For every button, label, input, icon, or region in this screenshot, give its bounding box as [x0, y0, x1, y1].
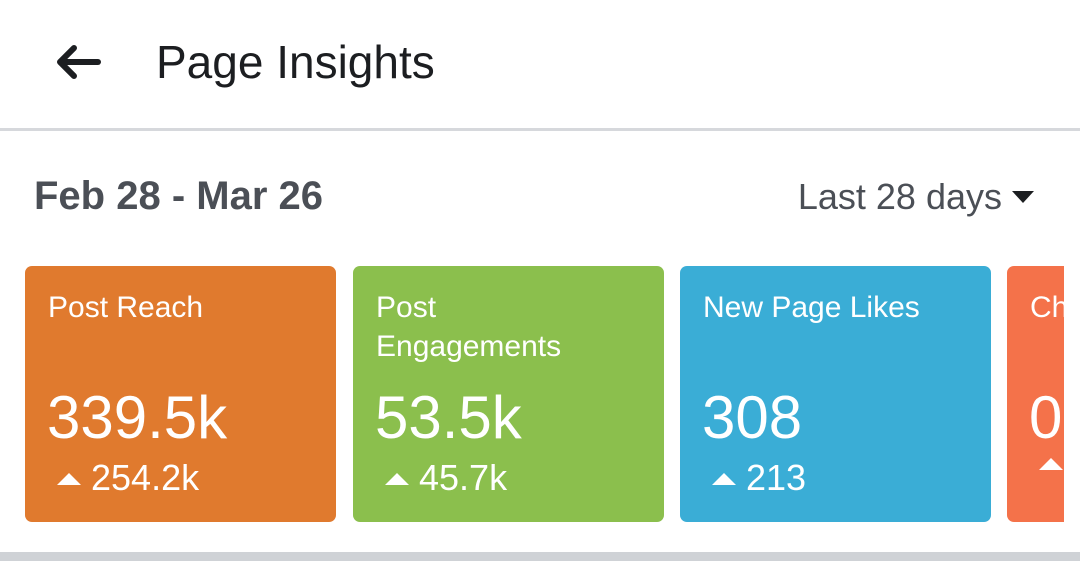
metric-value: 0 — [1029, 384, 1063, 451]
metric-delta-value: 213 — [746, 457, 807, 498]
section-divider — [0, 552, 1080, 561]
post-engagements-card[interactable]: Post Engagements 53.5k 45.7k — [353, 266, 664, 522]
triangle-up-icon — [57, 473, 81, 485]
triangle-up-icon — [1039, 458, 1063, 470]
caret-down-icon — [1012, 191, 1034, 203]
period-dropdown-label: Last 28 days — [797, 176, 1002, 217]
page-title: Page Insights — [156, 36, 435, 88]
metric-delta: 213 — [712, 456, 806, 500]
header-divider — [0, 128, 1080, 131]
period-dropdown[interactable]: Last 28 days — [798, 174, 1034, 220]
metric-delta — [1039, 456, 1064, 470]
app-header: Page Insights — [0, 0, 1080, 128]
metric-value: 308 — [702, 384, 803, 451]
metric-label: Post Engagements — [376, 291, 562, 363]
metric-label: New Page Likes — [703, 291, 920, 324]
metric-cards: Post Reach 339.5k 254.2k Post Engagement… — [0, 266, 1080, 522]
arrow-left-icon — [57, 45, 101, 79]
metric-delta: 254.2k — [57, 456, 199, 500]
metric-value: 53.5k — [375, 384, 522, 451]
metric-label: Post Reach — [48, 291, 204, 324]
metric-value: 339.5k — [47, 384, 228, 451]
back-button[interactable] — [48, 36, 108, 88]
metric-label: Ch — [1030, 291, 1064, 324]
new-page-likes-card[interactable]: New Page Likes 308 213 — [680, 266, 991, 522]
metric-delta-value: 45.7k — [419, 457, 508, 498]
partial-metric-card[interactable]: Ch 0 — [1007, 266, 1064, 522]
metric-delta: 45.7k — [385, 456, 507, 500]
metric-delta-value: 254.2k — [91, 457, 200, 498]
date-range: Feb 28 - Mar 26 — [34, 174, 324, 218]
post-reach-card[interactable]: Post Reach 339.5k 254.2k — [25, 266, 336, 522]
triangle-up-icon — [712, 473, 736, 485]
triangle-up-icon — [385, 473, 409, 485]
